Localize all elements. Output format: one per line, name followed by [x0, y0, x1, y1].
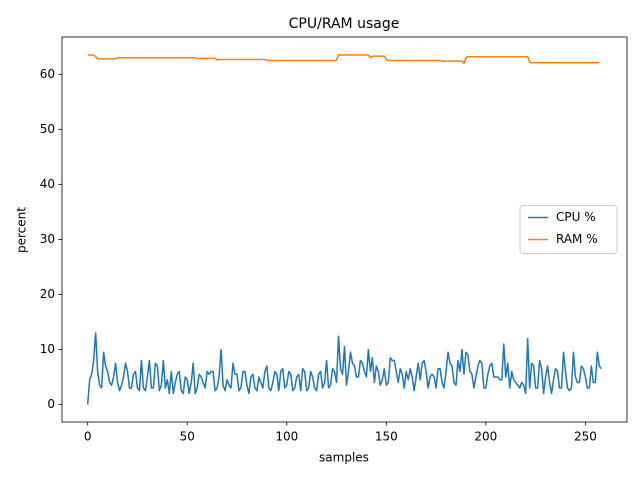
x-tick-label: 0: [84, 430, 92, 444]
x-tick-label: 200: [474, 430, 497, 444]
y-tick-label: 60: [40, 67, 55, 81]
legend-label: RAM %: [556, 232, 598, 246]
y-axis-label: percent: [15, 207, 29, 253]
y-tick-label: 0: [47, 397, 55, 411]
x-tick-label: 100: [275, 430, 298, 444]
y-tick-label: 50: [40, 122, 55, 136]
plot-frame: [61, 36, 628, 423]
series-line: [86, 332, 602, 405]
y-tick-label: 10: [40, 342, 55, 356]
legend-label: CPU %: [556, 210, 596, 224]
y-tick-label: 20: [40, 287, 55, 301]
legend: CPU % RAM %: [519, 205, 618, 254]
x-tick-label: 50: [180, 430, 195, 444]
series-line: [87, 53, 600, 65]
chart-title: CPU/RAM usage: [289, 16, 400, 32]
x-tick-label: 250: [574, 430, 597, 444]
x-tick-label: 150: [375, 430, 398, 444]
y-tick-label: 40: [40, 177, 55, 191]
y-tick-label: 30: [40, 232, 55, 246]
x-axis-label: samples: [319, 451, 369, 465]
